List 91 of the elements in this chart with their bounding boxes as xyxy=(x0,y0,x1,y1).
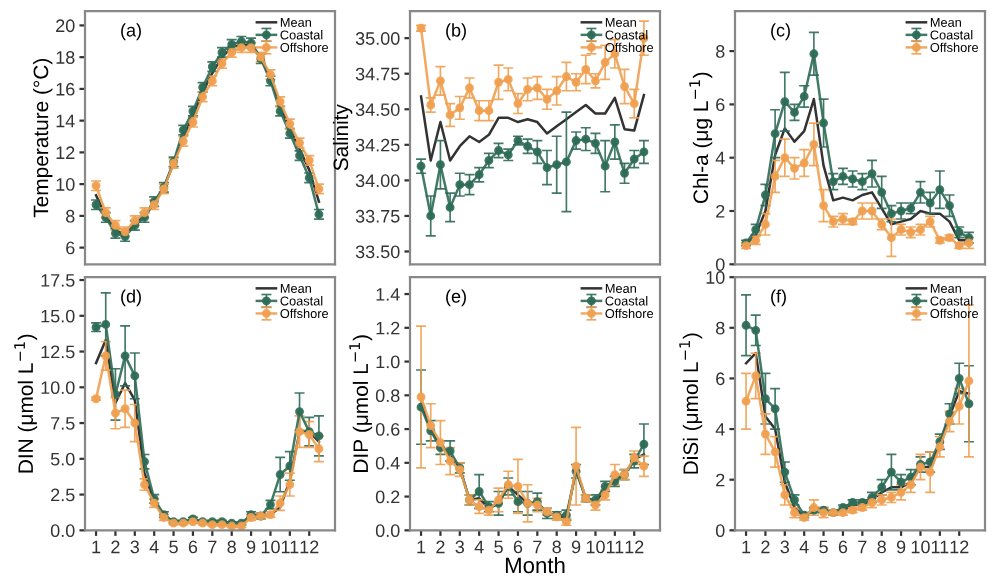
y-tick-label: 0.4 xyxy=(375,456,400,470)
y-tick-label: 34.25 xyxy=(355,138,400,152)
annotation: (f) xyxy=(771,289,786,307)
x-tick-label: 11 xyxy=(281,540,299,554)
annotation: (e) xyxy=(446,289,466,307)
x-tick-label: 2 xyxy=(111,540,120,554)
x-tick-label: 12 xyxy=(625,540,644,554)
y-tick-label: 33.50 xyxy=(355,245,400,259)
x-tick-label: 11 xyxy=(931,540,949,554)
y-tick-label: 0.0 xyxy=(375,524,400,538)
x-tick-label: 12 xyxy=(950,540,969,554)
x-tick-label: 4 xyxy=(149,540,159,554)
y-tick-label: 2 xyxy=(716,473,725,487)
y-tick-label: 4 xyxy=(715,423,725,436)
y-tick-label: 10 xyxy=(706,271,725,284)
y-tick-label: 2 xyxy=(716,204,725,218)
x-tick-label: 11 xyxy=(606,540,624,554)
y-tick-label: 1.2 xyxy=(376,321,400,335)
annotation: (a) xyxy=(121,23,141,41)
y-tick-label: 18 xyxy=(56,51,75,64)
x-tick-label: 2 xyxy=(761,540,770,554)
x-tick-label: 5 xyxy=(169,540,178,554)
x-tick-label: 8 xyxy=(552,540,561,554)
x-tick-label: 6 xyxy=(188,540,198,554)
y-axis-title: Salinity xyxy=(332,104,353,171)
y-tick-label: 16 xyxy=(56,82,75,96)
y-tick-label: 10 xyxy=(56,178,75,191)
y-tick-label: 0 xyxy=(715,258,725,272)
y-tick-label: 10.0 xyxy=(41,381,75,395)
y-tick-label: 7.5 xyxy=(51,417,75,430)
y-tick-label: 33.75 xyxy=(355,209,400,223)
x-tick-label: 4 xyxy=(474,540,484,554)
y-tick-label: 17.5 xyxy=(41,274,75,287)
x-tick-label: 1 xyxy=(417,540,426,554)
y-tick-label: 0 xyxy=(715,524,725,538)
x-tick-label: 12 xyxy=(300,540,319,554)
x-tick-label: 4 xyxy=(799,540,809,554)
y-axis-title: Temperature (°C) xyxy=(33,59,53,218)
y-tick-label: 15.0 xyxy=(41,309,75,323)
y-axis-title: Chl-a (μg L$^{−1}$) xyxy=(689,72,713,204)
x-tick-label: 8 xyxy=(877,540,886,554)
x-tick-label: 3 xyxy=(130,540,140,554)
y-tick-label: 34.00 xyxy=(355,174,400,188)
y-tick-label: 12 xyxy=(56,146,75,159)
y-tick-label: 20 xyxy=(56,19,75,33)
x-tick-label: 2 xyxy=(436,540,445,554)
y-tick-label: 2.5 xyxy=(51,488,75,502)
y-tick-label: 0.6 xyxy=(375,423,400,436)
y-tick-label: 1.4 xyxy=(376,288,400,301)
y-tick-label: 8 xyxy=(716,45,725,58)
x-tick-label: 9 xyxy=(896,540,906,554)
annotation: (c) xyxy=(771,23,790,41)
x-axis-title: Month xyxy=(505,556,565,574)
x-tick-label: 7 xyxy=(208,540,217,554)
y-tick-label: 0.8 xyxy=(375,389,400,403)
x-tick-label: 8 xyxy=(227,540,236,554)
y-tick-label: 8 xyxy=(66,209,75,223)
y-tick-label: 0.2 xyxy=(375,490,400,504)
y-tick-label: 6 xyxy=(716,98,725,112)
x-tick-label: 3 xyxy=(780,540,790,554)
x-tick-label: 1 xyxy=(742,540,751,554)
x-tick-label: 10 xyxy=(586,540,605,554)
x-tick-label: 10 xyxy=(911,540,930,554)
x-tick-label: 5 xyxy=(819,540,828,554)
x-tick-label: 6 xyxy=(513,540,523,554)
y-axis-title: DIN (μmol L$^{−1}$) xyxy=(14,334,38,473)
y-tick-label: 35.00 xyxy=(355,32,400,45)
y-tick-label: 8 xyxy=(716,321,725,335)
y-tick-label: 1.0 xyxy=(376,355,400,369)
y-tick-label: 12.5 xyxy=(41,345,75,359)
annotation: (d) xyxy=(121,289,141,307)
x-tick-label: 1 xyxy=(92,540,101,554)
x-tick-label: 7 xyxy=(858,540,867,554)
x-tick-label: 9 xyxy=(246,540,256,554)
x-tick-label: 6 xyxy=(838,540,848,554)
y-tick-label: 14 xyxy=(56,114,75,128)
x-tick-label: 7 xyxy=(533,540,542,554)
x-tick-label: 10 xyxy=(261,540,280,554)
x-tick-label: 3 xyxy=(455,540,465,554)
y-tick-label: 0.0 xyxy=(50,524,75,538)
y-tick-label: 4 xyxy=(715,151,725,165)
y-tick-label: 6 xyxy=(716,372,725,386)
x-tick-label: 9 xyxy=(571,540,581,554)
y-tick-label: 5.0 xyxy=(50,452,75,466)
y-tick-label: 6 xyxy=(66,241,75,255)
y-axis-title: DiSi (μmol L$^{−1}$) xyxy=(679,333,703,474)
annotation: (b) xyxy=(446,23,466,41)
y-axis-title: DIP (μmol L$^{−1}$) xyxy=(349,335,373,472)
y-tick-label: 34.75 xyxy=(355,67,400,81)
y-tick-label: 34.50 xyxy=(355,103,400,116)
x-tick-label: 5 xyxy=(494,540,503,554)
